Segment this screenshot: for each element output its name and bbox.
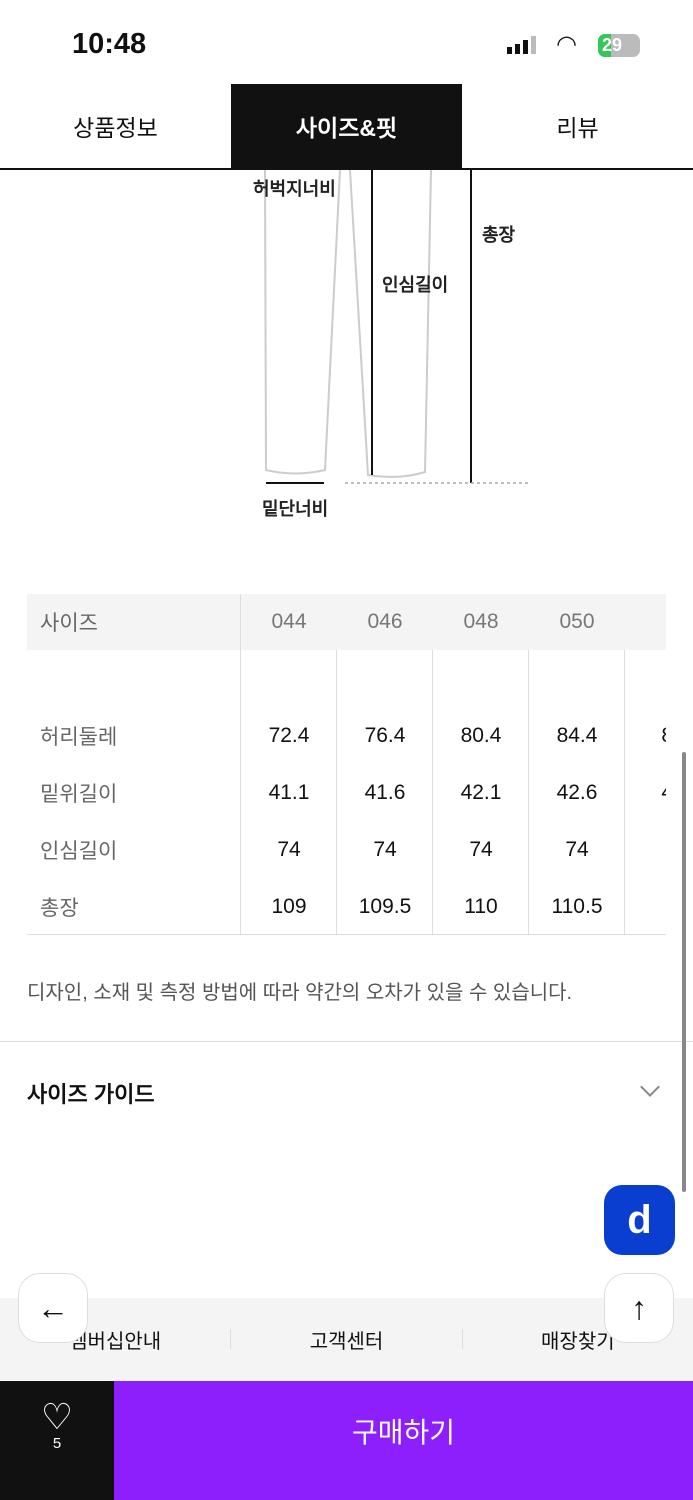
table-cell: 110 [464,895,498,918]
like-button[interactable]: ♡ 5 [0,1381,114,1500]
footer-store-finder[interactable]: 매장찾기 [541,1330,615,1353]
footer-membership[interactable]: 멤버십안내 [69,1330,162,1353]
table-cell: 42.6 [556,781,598,804]
table-cell: 74 [469,838,493,861]
table-cell: 74 [373,838,397,861]
table-cell: 7 [625,838,666,862]
table-cell: 43 [625,781,666,805]
footer-customer-center[interactable]: 고객센터 [309,1330,384,1353]
diagram-label-thigh: 허벅지너비 [253,179,336,199]
chat-button[interactable]: d [604,1185,675,1255]
signal-icon [507,36,536,54]
table-row: 밑위길이 41.1 41.6 42.1 42.6 43 [27,773,666,813]
status-time: 10:48 [72,28,147,60]
battery-icon: 29 [598,34,640,57]
arrow-left-icon: ← [37,1289,69,1326]
table-cell: 41.1 [268,781,310,804]
chevron-down-icon [640,1077,660,1097]
table-cell: 88 [625,724,666,748]
size-table[interactable]: 사이즈 044 046 048 050 0 허리둘레 72.4 76.4 80.4 84… [27,594,666,935]
table-cell: 84.4 [556,724,598,747]
diagram-label-hem: 밑단너비 [262,499,329,519]
scroll-top-button[interactable]: ↑ [604,1273,674,1343]
arrow-up-icon: ↑ [631,1289,647,1326]
size-header: 0 [625,610,666,634]
size-guide-accordion[interactable]: 사이즈 가이드 [0,1041,693,1137]
tab-bar: 상품정보 사이즈&핏 리뷰 [0,84,693,170]
row-label: 인심길이 [40,840,118,863]
size-header: 046 [367,610,403,633]
buy-button[interactable]: 구매하기 [114,1381,693,1500]
size-header: 044 [271,610,307,633]
size-table-header: 사이즈 044 046 048 050 0 [27,594,666,650]
table-cell: 72.4 [268,724,310,747]
header-label: 사이즈 [27,594,241,650]
size-header: 050 [559,610,595,633]
table-cell: 74 [565,838,589,861]
tab-product-info[interactable]: 상품정보 [73,115,158,141]
tab-size-fit[interactable]: 사이즈&핏 [231,84,462,168]
table-cell: 110.5 [551,895,603,918]
table-row: 허리둘레 72.4 76.4 80.4 84.4 88 [27,716,666,756]
table-cell: 109.5 [358,895,412,918]
heart-icon: ♡ [40,1396,74,1437]
scrollbar[interactable] [682,752,686,1192]
table-cell: 42.1 [460,781,502,804]
measurement-note: 디자인, 소재 및 측정 방법에 따라 약간의 오차가 있을 수 있습니다. [27,982,573,1004]
table-cell: 41.6 [364,781,406,804]
diagram-label-total: 총장 [482,225,516,245]
row-label: 밑위길이 [40,783,118,806]
table-cell: 1 [625,895,666,919]
battery-level: 29 [602,35,623,55]
pants-diagram [264,170,528,484]
like-count: 5 [52,1435,62,1452]
tab-review[interactable]: 리뷰 [556,115,599,141]
table-cell: 76.4 [364,724,406,747]
size-header: 048 [463,610,499,633]
wifi-icon: ◠ [556,31,577,58]
table-cell: 80.4 [460,724,502,747]
size-guide-title: 사이즈 가이드 [27,1082,155,1107]
footer-links: 멤버십안내 고객센터 매장찾기 [0,1298,693,1380]
diagram-label-inseam: 인심길이 [382,275,449,295]
row-label: 총장 [40,897,79,920]
table-cell: 74 [277,838,301,861]
table-row: 총장 109 109.5 110 110.5 1 [27,887,666,927]
back-button[interactable]: ← [18,1273,88,1343]
table-cell: 109 [271,895,307,918]
table-row: 인심길이 74 74 74 74 7 [27,830,666,870]
row-label: 허리둘레 [40,726,118,749]
